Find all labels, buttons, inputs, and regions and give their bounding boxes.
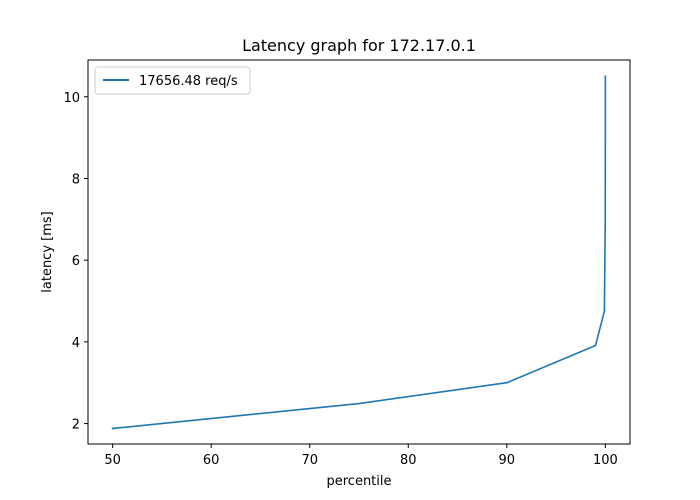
data-point bbox=[604, 310, 606, 312]
plot-area bbox=[88, 60, 630, 444]
x-tick-label: 70 bbox=[301, 453, 318, 468]
data-point bbox=[605, 96, 607, 98]
data-point bbox=[605, 76, 607, 78]
chart-title: Latency graph for 172.17.0.1 bbox=[242, 36, 476, 55]
data-point bbox=[358, 403, 360, 405]
axes-frame bbox=[88, 60, 630, 444]
y-tick-label: 2 bbox=[72, 418, 80, 433]
legend: 17656.48 req/s bbox=[95, 67, 250, 94]
data-point bbox=[506, 382, 508, 384]
legend-entry-label: 17656.48 req/s bbox=[139, 74, 238, 89]
data-point bbox=[595, 345, 597, 347]
x-axis-label: percentile bbox=[326, 474, 391, 489]
x-tick-label: 80 bbox=[400, 453, 417, 468]
data-point bbox=[112, 428, 114, 430]
x-tick-label: 90 bbox=[499, 453, 516, 468]
y-tick-label: 10 bbox=[63, 91, 80, 106]
y-tick-label: 4 bbox=[72, 336, 80, 351]
x-tick-label: 50 bbox=[104, 453, 121, 468]
x-tick-label: 100 bbox=[593, 453, 618, 468]
y-axis-label: latency [ms] bbox=[40, 211, 55, 292]
y-tick-label: 8 bbox=[72, 172, 80, 187]
y-tick-label: 6 bbox=[72, 254, 80, 269]
x-tick-label: 60 bbox=[203, 453, 220, 468]
data-point bbox=[604, 219, 606, 221]
